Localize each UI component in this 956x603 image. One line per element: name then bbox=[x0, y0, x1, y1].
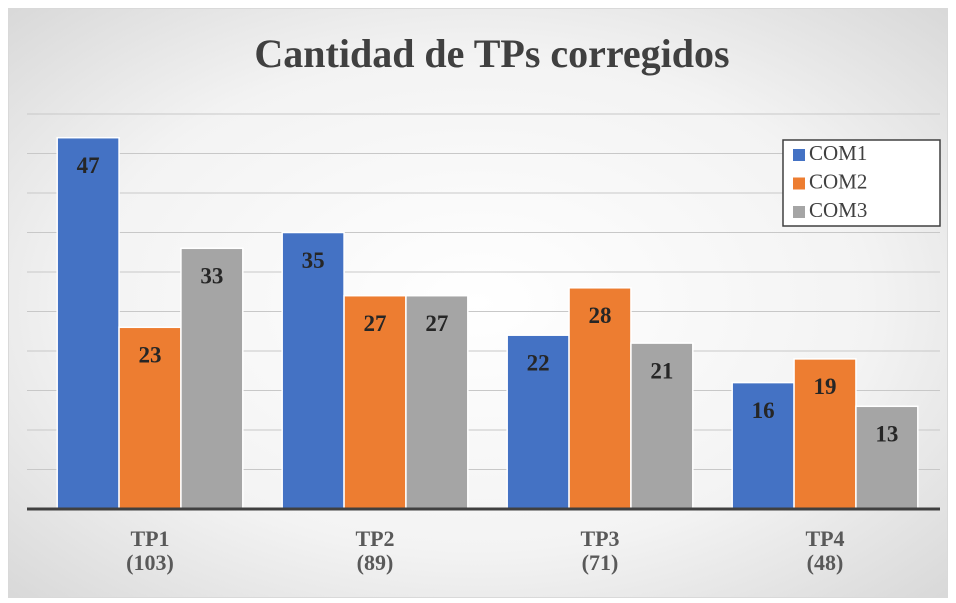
data-label: 33 bbox=[200, 264, 223, 289]
data-label: 19 bbox=[814, 374, 837, 399]
data-label: 13 bbox=[875, 422, 898, 447]
data-label: 28 bbox=[589, 303, 612, 328]
x-tick-note: (48) bbox=[807, 550, 844, 575]
bar bbox=[731, 381, 795, 510]
data-label: 35 bbox=[302, 248, 325, 273]
bar bbox=[568, 287, 632, 510]
bar bbox=[281, 231, 345, 510]
chart-title: Cantidad de TPs corregidos bbox=[254, 31, 729, 76]
legend-box bbox=[782, 139, 941, 227]
x-tick-note: (71) bbox=[582, 550, 619, 575]
legend-label: COM1 bbox=[809, 141, 867, 165]
bar bbox=[630, 342, 694, 510]
legend-label: COM2 bbox=[809, 169, 867, 193]
data-label: 27 bbox=[425, 311, 448, 336]
x-tick-label: TP4 bbox=[805, 526, 844, 551]
x-tick-label: TP1 bbox=[130, 526, 169, 551]
legend-swatch bbox=[793, 206, 805, 218]
data-label: 27 bbox=[364, 311, 387, 336]
data-label: 47 bbox=[77, 153, 100, 178]
bar bbox=[118, 326, 182, 510]
legend-swatch bbox=[793, 149, 805, 161]
x-tick-note: (89) bbox=[357, 550, 394, 575]
bar bbox=[56, 136, 120, 510]
data-label: 23 bbox=[139, 343, 162, 368]
legend-label: COM3 bbox=[809, 198, 867, 222]
x-tick-label: TP2 bbox=[355, 526, 394, 551]
bar bbox=[405, 294, 469, 510]
bar bbox=[855, 405, 919, 510]
bar bbox=[506, 334, 570, 510]
bar bbox=[180, 247, 244, 510]
x-tick-label: TP3 bbox=[580, 526, 619, 551]
data-label: 21 bbox=[650, 358, 673, 383]
bar bbox=[343, 294, 407, 510]
legend-swatch bbox=[793, 177, 805, 190]
bar bbox=[793, 358, 857, 510]
x-tick-note: (103) bbox=[126, 550, 174, 575]
data-label: 16 bbox=[752, 398, 775, 423]
data-label: 22 bbox=[527, 350, 550, 375]
